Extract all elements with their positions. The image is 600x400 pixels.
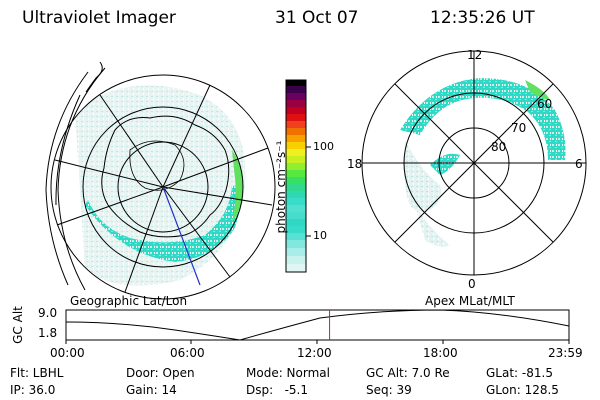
status-ip: IP: 36.0 bbox=[10, 383, 56, 397]
altitude-xtick: 23:59 bbox=[548, 346, 583, 360]
lat-label-70: 70 bbox=[511, 121, 527, 135]
time-label: 12:35:26 UT bbox=[430, 8, 535, 28]
mlt-label-bottom: 0 bbox=[468, 277, 476, 291]
colorbar bbox=[285, 79, 311, 273]
lat-label-60: 60 bbox=[537, 97, 553, 111]
altitude-ylabel: GC Alt bbox=[11, 306, 25, 344]
altitude-plot bbox=[65, 309, 570, 344]
geo-map-caption: Geographic Lat/Lon bbox=[70, 294, 188, 308]
status-glon: GLon: 128.5 bbox=[486, 383, 559, 397]
altitude-xtick: 00:00 bbox=[50, 346, 85, 360]
mlt-label-right: 6 bbox=[575, 157, 583, 171]
status-glat: GLat: -81.5 bbox=[486, 366, 553, 380]
mlt-label-top: 12 bbox=[467, 48, 483, 62]
status-door: Door: Open bbox=[126, 366, 195, 380]
colorbar-tick-100: 100 bbox=[313, 140, 334, 153]
polar-map bbox=[361, 50, 587, 276]
altitude-xtick: 06:00 bbox=[170, 346, 205, 360]
colorbar-tick-10: 10 bbox=[313, 229, 327, 242]
date-label: 31 Oct 07 bbox=[275, 8, 359, 28]
mlt-label-left: 18 bbox=[347, 157, 363, 171]
altitude-ytick-bottom: 1.8 bbox=[38, 326, 58, 340]
instrument-title: Ultraviolet Imager bbox=[22, 8, 176, 28]
status-gain: Gain: 14 bbox=[126, 383, 177, 397]
lat-label-80: 80 bbox=[491, 140, 507, 154]
altitude-xtick: 18:00 bbox=[423, 346, 458, 360]
status-gc-alt: GC Alt: 7.0 Re bbox=[366, 366, 450, 380]
status-mode: Mode: Normal bbox=[246, 366, 330, 380]
status-dsp: Dsp: -5.1 bbox=[246, 383, 309, 397]
altitude-ytick-top: 9.0 bbox=[38, 306, 58, 320]
status-filter: Flt: LBHL bbox=[10, 366, 64, 380]
geographic-map bbox=[45, 61, 276, 300]
colorbar-unit-label: photon cm⁻²s⁻¹ bbox=[274, 140, 288, 234]
status-seq: Seq: 39 bbox=[366, 383, 412, 397]
polar-map-caption: Apex MLat/MLT bbox=[425, 294, 515, 308]
altitude-xtick: 12:00 bbox=[297, 346, 332, 360]
